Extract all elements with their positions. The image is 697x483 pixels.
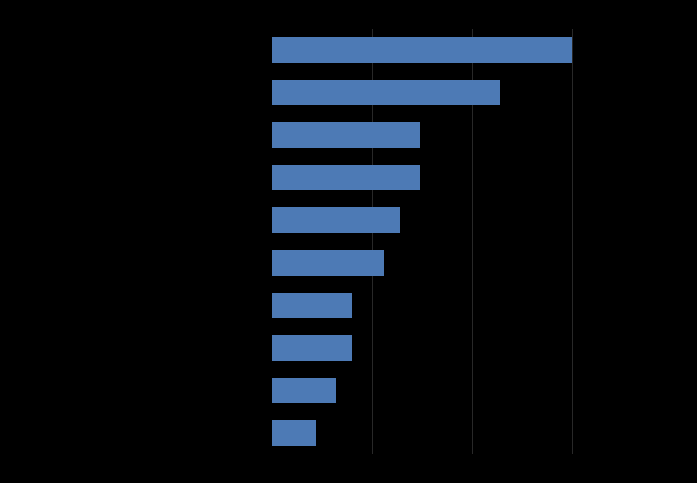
- Bar: [272, 80, 500, 105]
- Bar: [272, 420, 316, 445]
- Bar: [272, 38, 572, 63]
- Bar: [272, 250, 384, 275]
- Bar: [272, 208, 400, 233]
- Bar: [272, 378, 336, 403]
- Bar: [272, 335, 352, 360]
- Bar: [272, 123, 420, 148]
- Bar: [272, 165, 420, 190]
- Bar: [272, 293, 352, 318]
